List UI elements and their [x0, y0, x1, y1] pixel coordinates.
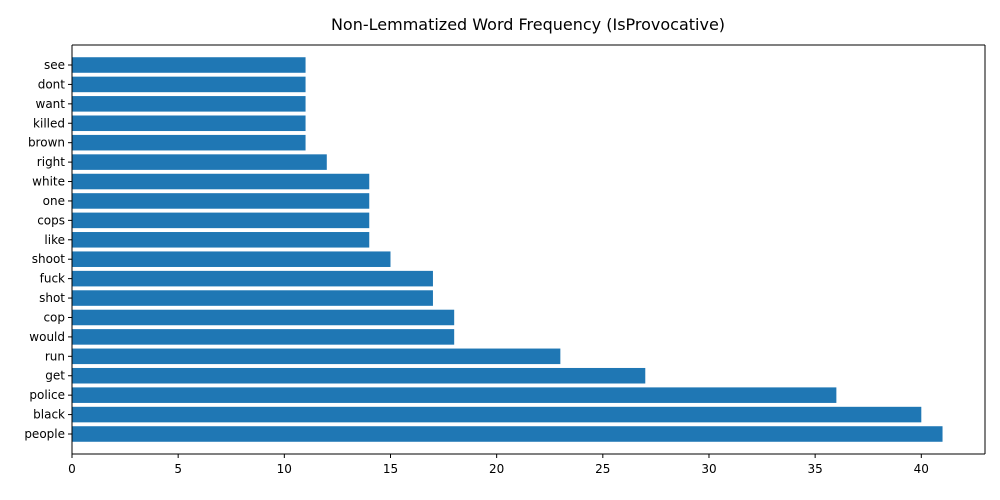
x-tick-label: 10 — [277, 462, 292, 476]
bar-black — [72, 406, 922, 423]
y-tick-label: one — [43, 194, 65, 208]
bar-shoot — [72, 251, 391, 267]
bar-like — [72, 232, 370, 248]
x-tick-label: 35 — [807, 462, 822, 476]
x-tick-label: 25 — [595, 462, 610, 476]
bar-one — [72, 193, 370, 209]
y-tick-label: dont — [38, 77, 66, 91]
x-tick-label: 0 — [68, 462, 76, 476]
y-tick-label: right — [37, 155, 65, 169]
y-tick-label: like — [44, 233, 65, 247]
bar-white — [72, 173, 370, 190]
axes-layer: people black police get run would cop shot fuck s… — [24, 44, 986, 476]
y-tick-label: killed — [33, 116, 65, 130]
y-tick-label: see — [44, 58, 65, 72]
bar-get — [72, 367, 646, 384]
y-tick-label: cops — [37, 213, 65, 227]
x-tick-label: 5 — [174, 462, 182, 476]
y-tick-label: cop — [43, 310, 65, 324]
y-tick-label: white — [32, 175, 65, 189]
y-tick-label: black — [33, 408, 65, 422]
y-tick-label: get — [45, 369, 65, 383]
y-tick-label: police — [29, 388, 65, 402]
y-tick-label: brown — [28, 136, 65, 150]
x-tick-label: 20 — [489, 462, 504, 476]
y-tick-label: fuck — [40, 272, 65, 286]
y-tick-label: people — [24, 427, 65, 441]
x-tick-label: 15 — [383, 462, 398, 476]
y-tick-label: run — [45, 349, 65, 363]
y-tick-label: shot — [39, 291, 65, 305]
bar-shot — [72, 290, 433, 306]
bar-people — [72, 426, 943, 442]
bar-police — [72, 387, 837, 403]
bar-run — [72, 348, 561, 365]
bar-cops — [72, 212, 370, 229]
bar-cop — [72, 309, 455, 326]
bars-layer — [72, 57, 943, 442]
bar-fuck — [72, 270, 433, 287]
x-tick-label: 30 — [701, 462, 716, 476]
y-tick-label: would — [29, 330, 65, 344]
bar-want — [72, 96, 306, 112]
bar-killed — [72, 115, 306, 132]
bar-would — [72, 329, 455, 345]
y-tick-label: shoot — [32, 252, 66, 266]
chart-title: Non-Lemmatized Word Frequency (IsProvoca… — [331, 15, 725, 34]
bar-right — [72, 154, 327, 170]
y-tick-label: want — [36, 97, 66, 111]
x-tick-label: 40 — [914, 462, 929, 476]
bar-dont — [72, 76, 306, 93]
bar-brown — [72, 134, 306, 151]
bar-see — [72, 57, 306, 73]
